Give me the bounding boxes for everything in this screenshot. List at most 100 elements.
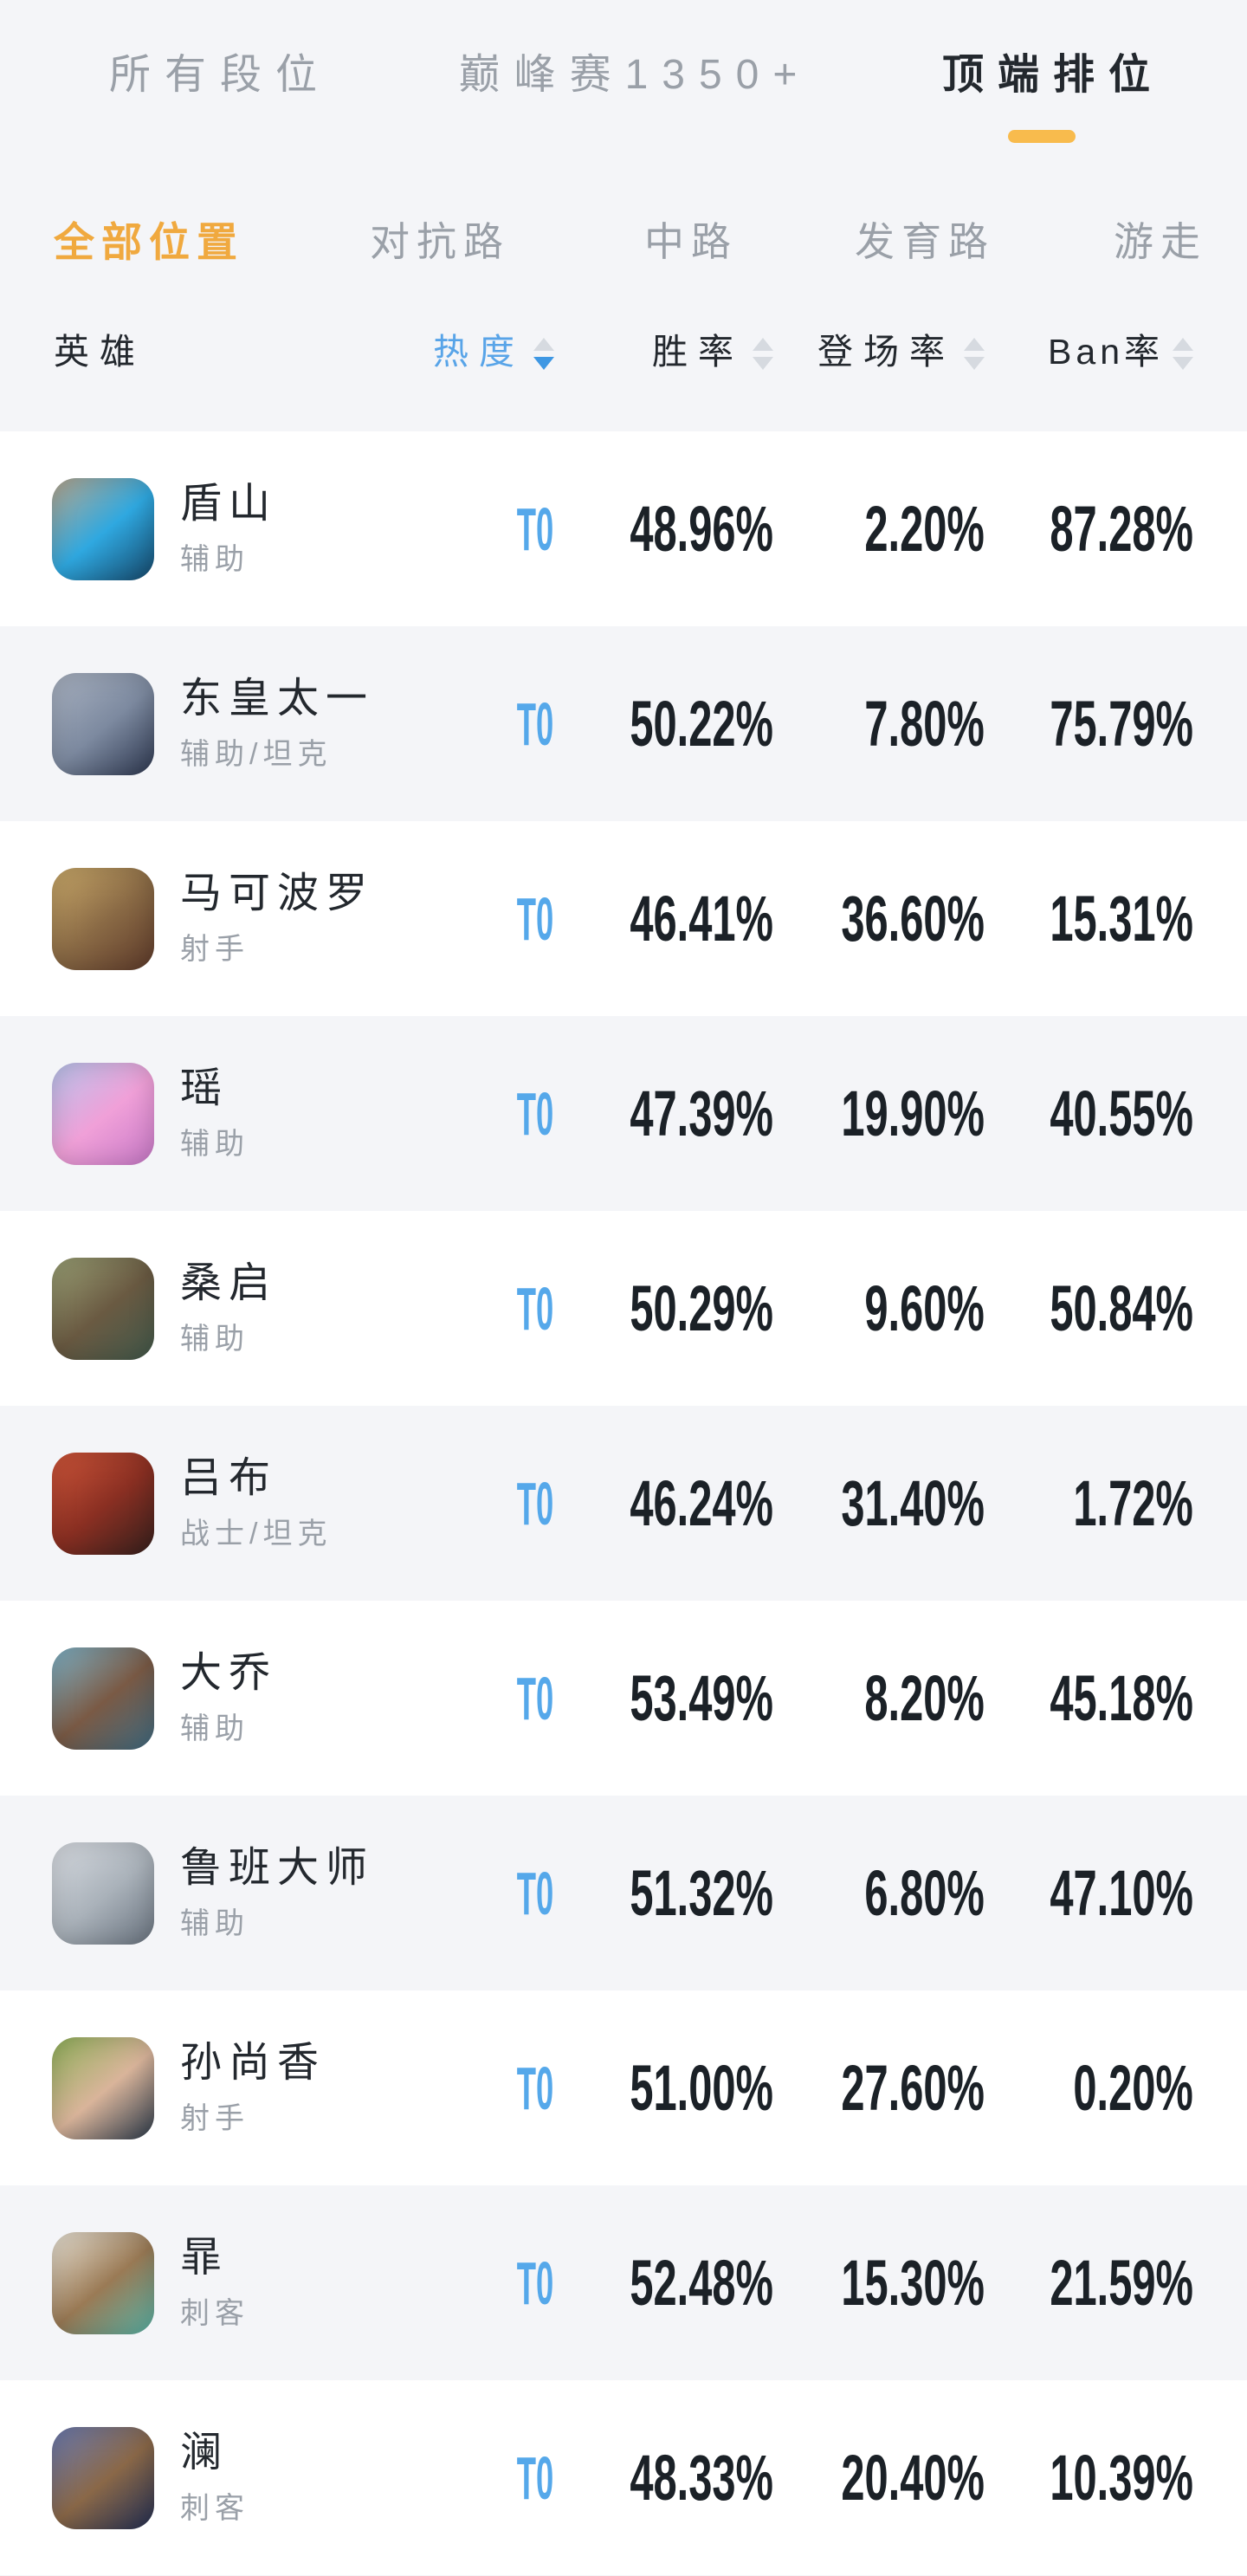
ban-rate-value: 1.72%: [1073, 1466, 1193, 1539]
pick-rate-value: 20.40%: [841, 2441, 985, 2514]
pick-rate-value: 36.60%: [841, 882, 985, 955]
win-rate-value: 53.49%: [630, 1661, 773, 1734]
tier-badge: T0: [516, 2054, 554, 2122]
hero-info: 吕布 战士/坦克: [180, 1406, 332, 1601]
win-rate-value: 51.00%: [630, 2051, 773, 2124]
hero-avatar: [52, 672, 154, 775]
hero-row[interactable]: 马可波罗 射手 T0 46.41% 36.60% 15.31%: [0, 821, 1247, 1016]
tier-badge: T0: [516, 2249, 554, 2317]
hero-avatar: [52, 477, 154, 580]
tab-top-ranked[interactable]: 顶端排位: [941, 52, 1165, 98]
hero-row[interactable]: 暃 刺客 T0 52.48% 15.30% 21.59%: [0, 2185, 1247, 2380]
hero-avatar: [52, 2426, 154, 2529]
hero-info: 孙尚香 射手: [180, 1990, 326, 2185]
filter-all-positions[interactable]: 全部位置: [54, 219, 244, 265]
hero-avatar: [52, 2036, 154, 2139]
hero-row[interactable]: 东皇太一 辅助/坦克 T0 50.22% 7.80% 75.79%: [0, 626, 1247, 821]
ban-rate-value: 21.59%: [1050, 2246, 1193, 2319]
column-win-rate-label: 胜率: [652, 332, 744, 372]
ban-rate-value: 50.84%: [1050, 1272, 1193, 1344]
hero-role: 辅助: [180, 1323, 249, 1356]
hero-avatar: [52, 1452, 154, 1555]
hero-avatar: [52, 1257, 154, 1360]
hero-role: 辅助/坦克: [180, 738, 333, 772]
sort-arrows-icon: [533, 338, 554, 371]
column-win-rate-sort[interactable]: 胜率: [652, 330, 773, 374]
hero-info: 东皇太一 辅助/坦克: [180, 626, 374, 821]
tier-badge: T0: [516, 1274, 554, 1343]
hero-info: 澜 刺客: [180, 2380, 249, 2575]
win-rate-value: 50.29%: [630, 1272, 773, 1344]
active-tab-indicator: [1008, 130, 1076, 143]
hero-avatar: [52, 2231, 154, 2334]
hero-role: 射手: [180, 2102, 249, 2136]
column-heat-label: 热度: [433, 332, 525, 372]
ban-rate-value: 45.18%: [1050, 1661, 1193, 1734]
hero-avatar: [52, 1841, 154, 1945]
column-heat-sort[interactable]: 热度: [433, 330, 554, 374]
hero-role: 辅助: [180, 1128, 249, 1162]
hero-info: 鲁班大师 辅助: [180, 1796, 374, 1990]
ban-rate-value: 87.28%: [1050, 492, 1193, 565]
hero-row[interactable]: 盾山 辅助 T0 48.96% 2.20% 87.28%: [0, 431, 1247, 626]
hero-row[interactable]: 桑启 辅助 T0 50.29% 9.60% 50.84%: [0, 1211, 1247, 1406]
hero-row[interactable]: 澜 刺客 T0 48.33% 20.40% 10.39%: [0, 2380, 1247, 2575]
hero-avatar: [52, 1062, 154, 1165]
pick-rate-value: 2.20%: [864, 492, 985, 565]
tier-badge: T0: [516, 1469, 554, 1537]
win-rate-value: 48.33%: [630, 2441, 773, 2514]
lane-filter-bar: 全部位置 对抗路 中路 发育路 游走: [0, 0, 1247, 265]
hero-name: 澜: [180, 2430, 229, 2476]
hero-info: 马可波罗 射手: [180, 821, 374, 1016]
tier-badge: T0: [516, 884, 554, 953]
ban-rate-value: 0.20%: [1073, 2051, 1193, 2124]
tier-badge: T0: [516, 1079, 554, 1148]
win-rate-value: 47.39%: [630, 1077, 773, 1149]
filter-farm-lane[interactable]: 发育路: [855, 219, 995, 264]
tier-badge: T0: [516, 495, 554, 563]
hero-row[interactable]: 孙尚香 射手 T0 51.00% 27.60% 0.20%: [0, 1990, 1247, 2185]
rank-tab-bar: 所有段位 巅峰赛1350+ 顶端排位: [0, 0, 1247, 199]
ban-rate-value: 10.39%: [1050, 2441, 1193, 2514]
tier-badge: T0: [516, 2443, 554, 2512]
tier-badge: T0: [516, 1664, 554, 1732]
pick-rate-value: 19.90%: [841, 1077, 985, 1149]
column-ban-rate-label: Ban率: [1048, 332, 1164, 372]
pick-rate-value: 8.20%: [864, 1661, 985, 1734]
pick-rate-value: 31.40%: [841, 1466, 985, 1539]
filter-mid-lane[interactable]: 中路: [644, 219, 738, 264]
hero-role: 战士/坦克: [180, 1518, 333, 1551]
hero-table: 盾山 辅助 T0 48.96% 2.20% 87.28% 东皇太一 辅助/坦克 …: [0, 431, 1247, 2575]
tab-peak-1350[interactable]: 巅峰赛1350+: [458, 52, 811, 98]
hero-info: 暃 刺客: [180, 2185, 249, 2380]
hero-row[interactable]: 大乔 辅助 T0 53.49% 8.20% 45.18%: [0, 1601, 1247, 1796]
win-rate-value: 46.24%: [630, 1466, 773, 1539]
ban-rate-value: 47.10%: [1050, 1856, 1193, 1929]
sort-arrows-icon: [1173, 338, 1193, 371]
hero-name: 吕布: [180, 1455, 278, 1502]
hero-name: 桑启: [180, 1260, 278, 1307]
hero-role: 刺客: [180, 2492, 249, 2526]
filter-roam[interactable]: 游走: [1114, 219, 1207, 264]
column-ban-rate-sort[interactable]: Ban率: [1048, 330, 1193, 374]
filter-clash-lane[interactable]: 对抗路: [370, 219, 510, 264]
sort-arrows-icon: [753, 338, 773, 371]
pick-rate-value: 27.60%: [841, 2051, 985, 2124]
hero-row[interactable]: 吕布 战士/坦克 T0 46.24% 31.40% 1.72%: [0, 1406, 1247, 1601]
win-rate-value: 50.22%: [630, 687, 773, 760]
hero-row[interactable]: 鲁班大师 辅助 T0 51.32% 6.80% 47.10%: [0, 1796, 1247, 1990]
column-pick-rate-sort[interactable]: 登场率: [817, 330, 985, 374]
hero-row[interactable]: 瑶 辅助 T0 47.39% 19.90% 40.55%: [0, 1016, 1247, 1211]
hero-role: 射手: [180, 933, 249, 967]
ban-rate-value: 75.79%: [1050, 687, 1193, 760]
sort-arrows-icon: [964, 338, 985, 371]
hero-info: 大乔 辅助: [180, 1601, 277, 1796]
hero-name: 孙尚香: [180, 2040, 326, 2087]
hero-name: 鲁班大师: [180, 1845, 375, 1892]
pick-rate-value: 9.60%: [864, 1272, 985, 1344]
hero-info: 盾山 辅助: [180, 431, 277, 626]
win-rate-value: 51.32%: [630, 1856, 773, 1929]
tab-all-ranks[interactable]: 所有段位: [108, 52, 332, 98]
column-hero-label: 英雄: [54, 332, 145, 372]
